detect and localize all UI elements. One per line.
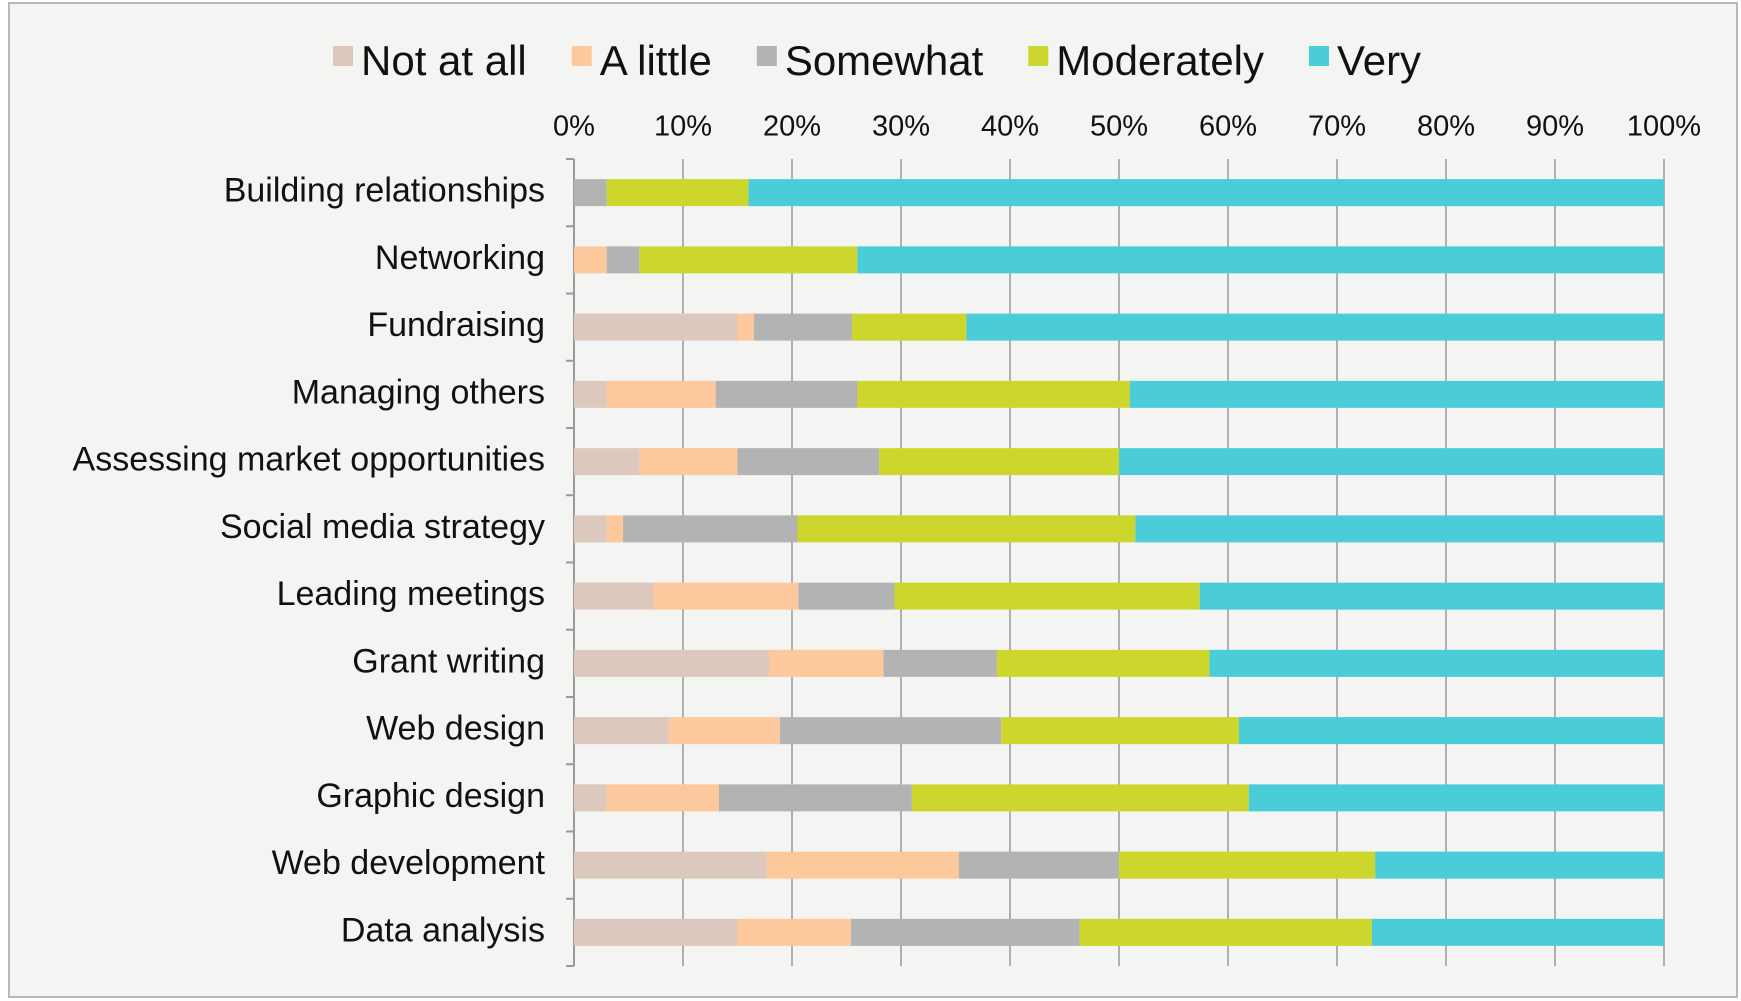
bar-segment xyxy=(879,448,1119,476)
bar-segment xyxy=(574,649,770,677)
bar-segment xyxy=(639,246,858,274)
x-tick-label: 20% xyxy=(763,111,821,143)
bar-segment xyxy=(574,246,607,274)
x-tick-label: 60% xyxy=(1199,111,1257,143)
bar-segment xyxy=(574,179,607,207)
bar-segment xyxy=(574,717,669,745)
y-tick-label: Graphic design xyxy=(316,777,545,815)
bar-segment xyxy=(606,179,749,207)
bar-segment xyxy=(851,313,967,341)
bar-segment xyxy=(737,918,851,946)
bar-segment xyxy=(1199,582,1664,610)
bar-segment xyxy=(966,313,1664,341)
bar-segment xyxy=(1238,717,1664,745)
bar-segment xyxy=(653,582,799,610)
bar-segment xyxy=(574,515,607,543)
y-tick-label: Web development xyxy=(272,844,546,882)
x-tick-label: 100% xyxy=(1627,111,1701,143)
bar-segment xyxy=(850,918,1080,946)
x-tick-label: 10% xyxy=(654,111,712,143)
bar-segment xyxy=(718,784,912,812)
legend-label: A little xyxy=(600,37,712,84)
y-tick-label: Social media strategy xyxy=(220,508,545,546)
bar-segment xyxy=(1371,918,1664,946)
chart-background xyxy=(8,2,1738,998)
bar-segment xyxy=(668,717,781,745)
bar-segment xyxy=(958,851,1119,879)
bar-segment xyxy=(606,380,716,408)
bar-segment xyxy=(715,380,858,408)
bar-segment xyxy=(574,313,738,341)
bar-segment xyxy=(857,380,1130,408)
bar-segment xyxy=(606,784,719,812)
y-tick-label: Managing others xyxy=(292,373,545,411)
bar-segment xyxy=(797,515,1136,543)
bar-segment xyxy=(883,649,997,677)
x-tick-label: 90% xyxy=(1526,111,1584,143)
bar-segment xyxy=(769,649,884,677)
y-tick-label: Building relationships xyxy=(224,172,545,210)
bar-segment xyxy=(737,448,880,476)
legend-label: Not at all xyxy=(361,37,527,84)
y-tick-label: Leading meetings xyxy=(277,575,545,613)
bar-segment xyxy=(894,582,1200,610)
x-tick-label: 70% xyxy=(1308,111,1366,143)
x-tick-label: 30% xyxy=(872,111,930,143)
bar-segment xyxy=(574,851,767,879)
legend-swatch xyxy=(571,46,592,66)
bar-segment xyxy=(1135,515,1664,543)
legend-swatch xyxy=(756,46,777,66)
y-tick-label: Fundraising xyxy=(367,306,545,344)
x-tick-label: 50% xyxy=(1090,111,1148,143)
legend-label: Very xyxy=(1337,37,1421,84)
bar-segment xyxy=(606,246,640,274)
bar-segment xyxy=(780,717,1002,745)
bar-segment xyxy=(1129,380,1664,408)
legend-label: Somewhat xyxy=(785,37,984,84)
bar-segment xyxy=(753,313,852,341)
y-tick-label: Assessing market opportunities xyxy=(73,441,545,479)
legend-swatch xyxy=(333,46,353,66)
bar-segment xyxy=(606,515,624,543)
bar-segment xyxy=(766,851,959,879)
x-tick-label: 80% xyxy=(1417,111,1475,143)
legend-swatch xyxy=(1309,46,1330,66)
y-tick-label: Data analysis xyxy=(341,911,545,949)
legend-swatch xyxy=(1028,46,1049,66)
bar-segment xyxy=(574,582,654,610)
y-tick-label: Grant writing xyxy=(352,642,545,680)
bar-segment xyxy=(911,784,1249,812)
bar-segment xyxy=(623,515,798,543)
bar-segment xyxy=(1209,649,1664,677)
legend-label: Moderately xyxy=(1056,37,1264,84)
bar-segment xyxy=(1079,918,1372,946)
bar-segment xyxy=(996,649,1210,677)
x-tick-label: 40% xyxy=(981,111,1039,143)
bar-segment xyxy=(1248,784,1664,812)
bar-segment xyxy=(574,380,607,408)
y-tick-label: Web design xyxy=(366,710,545,748)
bar-segment xyxy=(1375,851,1664,879)
bar-segment xyxy=(798,582,895,610)
bar-segment xyxy=(1119,851,1376,879)
bar-segment xyxy=(574,448,640,476)
bar-segment xyxy=(737,313,754,341)
y-tick-label: Networking xyxy=(375,239,545,277)
x-tick-label: 0% xyxy=(553,111,595,143)
bar-segment xyxy=(1119,448,1664,476)
bar-segment xyxy=(639,448,738,476)
bar-segment xyxy=(748,179,1664,207)
bar-segment xyxy=(574,784,607,812)
bar-segment xyxy=(857,246,1664,274)
bar-segment xyxy=(574,918,738,946)
bar-segment xyxy=(1001,717,1239,745)
